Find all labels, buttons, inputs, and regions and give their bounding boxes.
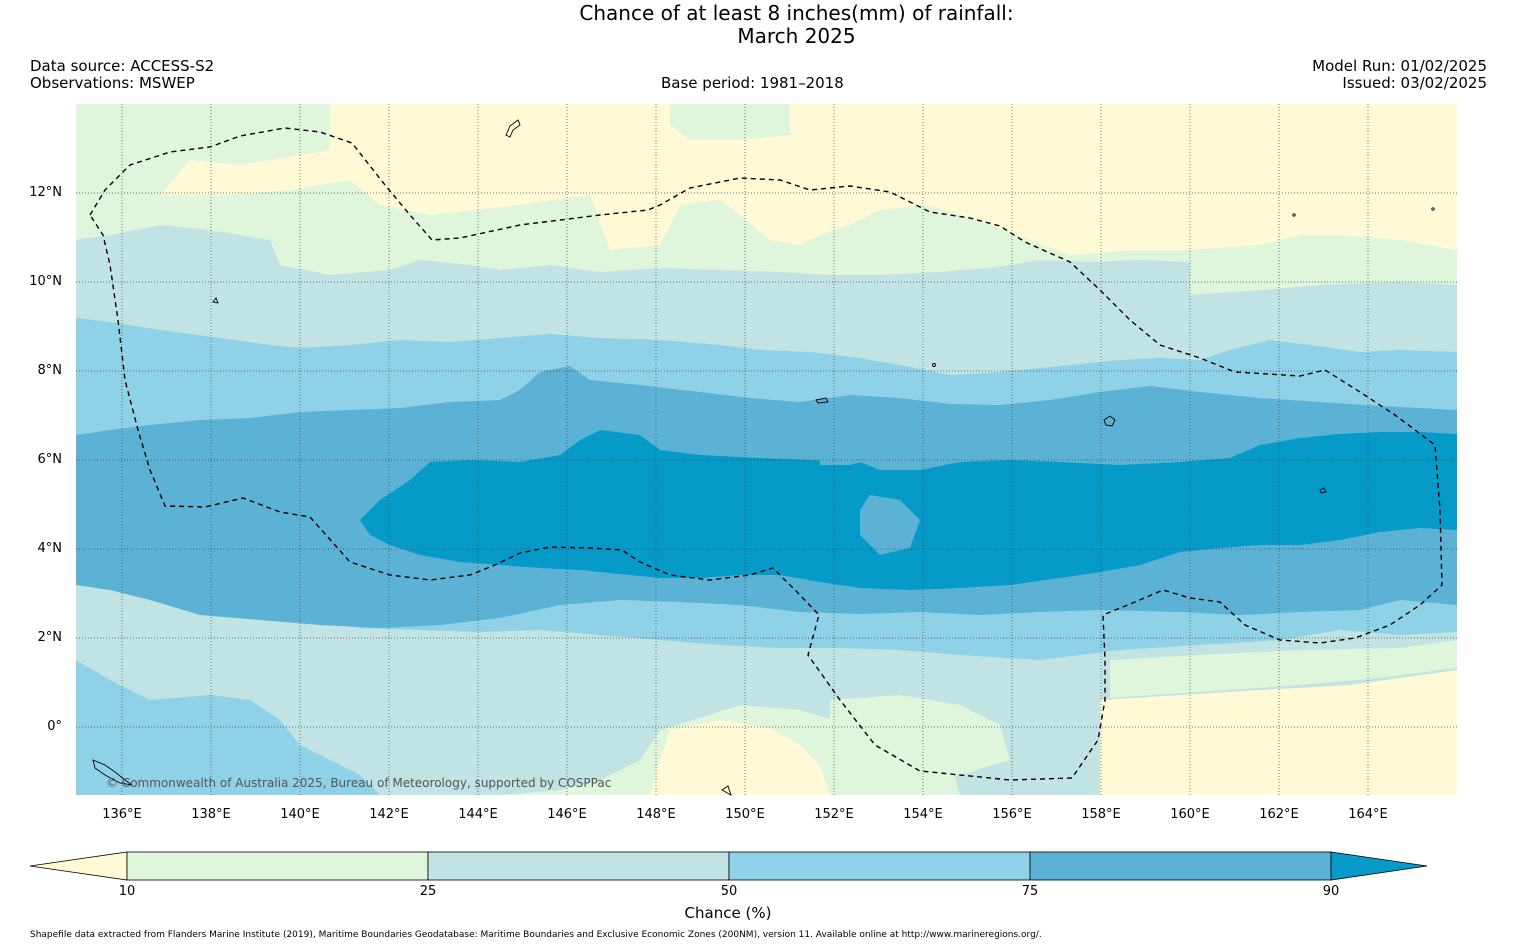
footer-attribution: Shapefile data extracted from Flanders M… xyxy=(30,930,1042,940)
lat-label-0: 0° xyxy=(47,719,62,734)
colorbar-segment-10-25 xyxy=(126,851,429,881)
map-title-line2: March 2025 xyxy=(737,24,856,48)
band-75-90-patch-north xyxy=(820,440,880,465)
lon-label-148e: 148°E xyxy=(636,807,676,822)
lon-label-158e: 158°E xyxy=(1081,807,1121,822)
lon-label-156e: 156°E xyxy=(992,807,1032,822)
colorbar-tick-50: 50 xyxy=(720,884,738,899)
colorbar-tick-10: 10 xyxy=(118,884,136,899)
issued-text: Issued: 03/02/2025 xyxy=(1342,74,1487,92)
lon-label-144e: 144°E xyxy=(458,807,498,822)
colorbar xyxy=(29,851,1428,881)
islands xyxy=(92,119,1435,796)
band-10-25-patch-southeast xyxy=(1110,640,1457,698)
colorbar-segment-above-90 xyxy=(1330,851,1428,881)
island-4 xyxy=(92,759,133,786)
guam-island xyxy=(505,119,521,138)
rainfall-field xyxy=(76,104,1457,795)
island-9 xyxy=(1431,207,1435,211)
lon-label-140e: 140°E xyxy=(280,807,320,822)
colorbar-tick-75: 75 xyxy=(1021,884,1039,899)
lon-label-152e: 152°E xyxy=(814,807,854,822)
base-period-text: Base period: 1981–2018 xyxy=(661,74,844,92)
band-10-25-north xyxy=(670,104,790,140)
band-75-90-patch xyxy=(860,495,920,555)
lon-label-154e: 154°E xyxy=(903,807,943,822)
lon-label-164e: 164°E xyxy=(1348,807,1388,822)
lat-label-10n: 10°N xyxy=(29,274,62,289)
observations-text: Observations: MSWEP xyxy=(30,74,195,92)
band-50-75-southwest xyxy=(76,660,380,795)
island-5 xyxy=(815,397,829,404)
lat-label-6n: 6°N xyxy=(37,452,63,467)
lat-label-12n: 12°N xyxy=(29,185,62,200)
colorbar-tick-25: 25 xyxy=(419,884,437,899)
island-8 xyxy=(1292,213,1296,217)
copyright-text: © Commonwealth of Australia 2025, Bureau… xyxy=(106,776,612,790)
lon-label-138e: 138°E xyxy=(191,807,231,822)
colorbar-segment-25-50 xyxy=(427,851,730,881)
data-source-text: Data source: ACCESS-S2 xyxy=(30,57,215,75)
lat-label-4n: 4°N xyxy=(37,541,63,556)
colorbar-segment-50-75 xyxy=(728,851,1031,881)
island-3 xyxy=(1319,487,1327,494)
lat-label-2n: 2°N xyxy=(37,630,63,645)
island-2 xyxy=(1103,415,1116,427)
band-10-25-patch-south xyxy=(830,695,1010,775)
graticule xyxy=(76,104,1457,795)
island-7 xyxy=(932,363,936,367)
colorbar-label: Chance (%) xyxy=(684,904,772,922)
model-run-text: Model Run: 01/02/2025 xyxy=(1312,57,1487,75)
band-below-10-patch-south xyxy=(650,720,830,795)
lon-label-160e: 160°E xyxy=(1170,807,1210,822)
lat-label-8n: 8°N xyxy=(37,363,63,378)
lon-label-142e: 142°E xyxy=(369,807,409,822)
lon-label-136e: 136°E xyxy=(102,807,142,822)
lon-label-162e: 162°E xyxy=(1259,807,1299,822)
lon-label-146e: 146°E xyxy=(547,807,587,822)
colorbar-segment-below-10 xyxy=(29,851,128,881)
lon-label-150e: 150°E xyxy=(725,807,765,822)
island-6 xyxy=(721,785,732,796)
eez-boundary xyxy=(89,127,1443,781)
colorbar-segment-75-90 xyxy=(1029,851,1332,881)
colorbar-tick-90: 90 xyxy=(1322,884,1340,899)
island-1 xyxy=(212,297,219,304)
map-title-line1: Chance of at least 8 inches(mm) of rainf… xyxy=(579,1,1014,25)
